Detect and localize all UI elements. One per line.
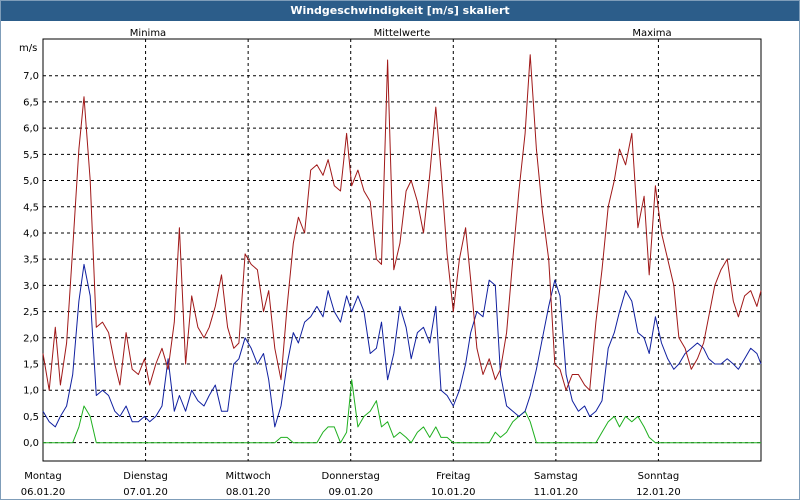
day-name-label: Dienstag — [123, 471, 168, 482]
y-tick-label: 5,0 — [23, 176, 39, 187]
y-tick-label: 7,0 — [23, 71, 39, 82]
day-name-label: Montag — [24, 471, 61, 482]
y-tick-label: 3,5 — [23, 255, 39, 266]
y-tick-label: 5,5 — [23, 150, 39, 161]
x-axis-day-labels: Montag 06.01.20 Dienstag 07.01.20 Mittwoch 08… — [21, 471, 681, 498]
y-tick-label: 2,0 — [23, 333, 39, 344]
y-tick-label: 2,5 — [23, 307, 39, 318]
plot-border — [42, 38, 762, 462]
y-tick-label: 4,0 — [23, 228, 39, 239]
day-date-label: 09.01.20 — [328, 487, 373, 498]
day-date-label: 08.01.20 — [226, 487, 271, 498]
day-name-label: Sonntag — [638, 471, 680, 482]
day-date-label: 06.01.20 — [21, 487, 66, 498]
grid — [42, 38, 762, 462]
legend: Maxima Mittelwerte Minima — [130, 28, 672, 39]
series-lines — [42, 54, 762, 444]
y-tick-label: 1,5 — [23, 360, 39, 371]
y-axis-label: m/s — [19, 43, 37, 54]
legend-minima: Minima — [130, 28, 166, 39]
day-name-label: Mittwoch — [225, 471, 270, 482]
day-name-label: Samstag — [534, 471, 578, 482]
legend-mittelwerte: Mittelwerte — [374, 28, 431, 39]
y-tick-label: 0,0 — [23, 438, 39, 449]
y-tick-label: 4,5 — [23, 202, 39, 213]
y-tick-label: 3,0 — [23, 281, 39, 292]
series-line-minima — [43, 379, 761, 444]
y-tick-label: 6,0 — [23, 124, 39, 135]
y-tick-label: 6,5 — [23, 97, 39, 108]
day-date-label: 10.01.20 — [431, 487, 476, 498]
legend-maxima: Maxima — [632, 28, 671, 39]
day-date-label: 12.01.20 — [636, 487, 681, 498]
series-line-mittelwerte — [42, 263, 762, 428]
day-name-label: Freitag — [436, 471, 470, 482]
day-date-label: 07.01.20 — [123, 487, 168, 498]
y-tick-label: 0,5 — [23, 412, 39, 423]
series-line-maxima — [42, 54, 762, 391]
y-axis-ticks: 0,0 0,5 1,0 1,5 2,0 2,5 3,0 3,5 4,0 4,5 5,0 5,5 6,0 6… — [23, 71, 39, 449]
day-date-label: 11.01.20 — [534, 487, 579, 498]
y-tick-label: 1,0 — [23, 386, 39, 397]
day-name-label: Donnerstag — [322, 471, 380, 482]
window-title: Windgeschwindigkeit [m/s] skaliert — [1, 1, 799, 21]
